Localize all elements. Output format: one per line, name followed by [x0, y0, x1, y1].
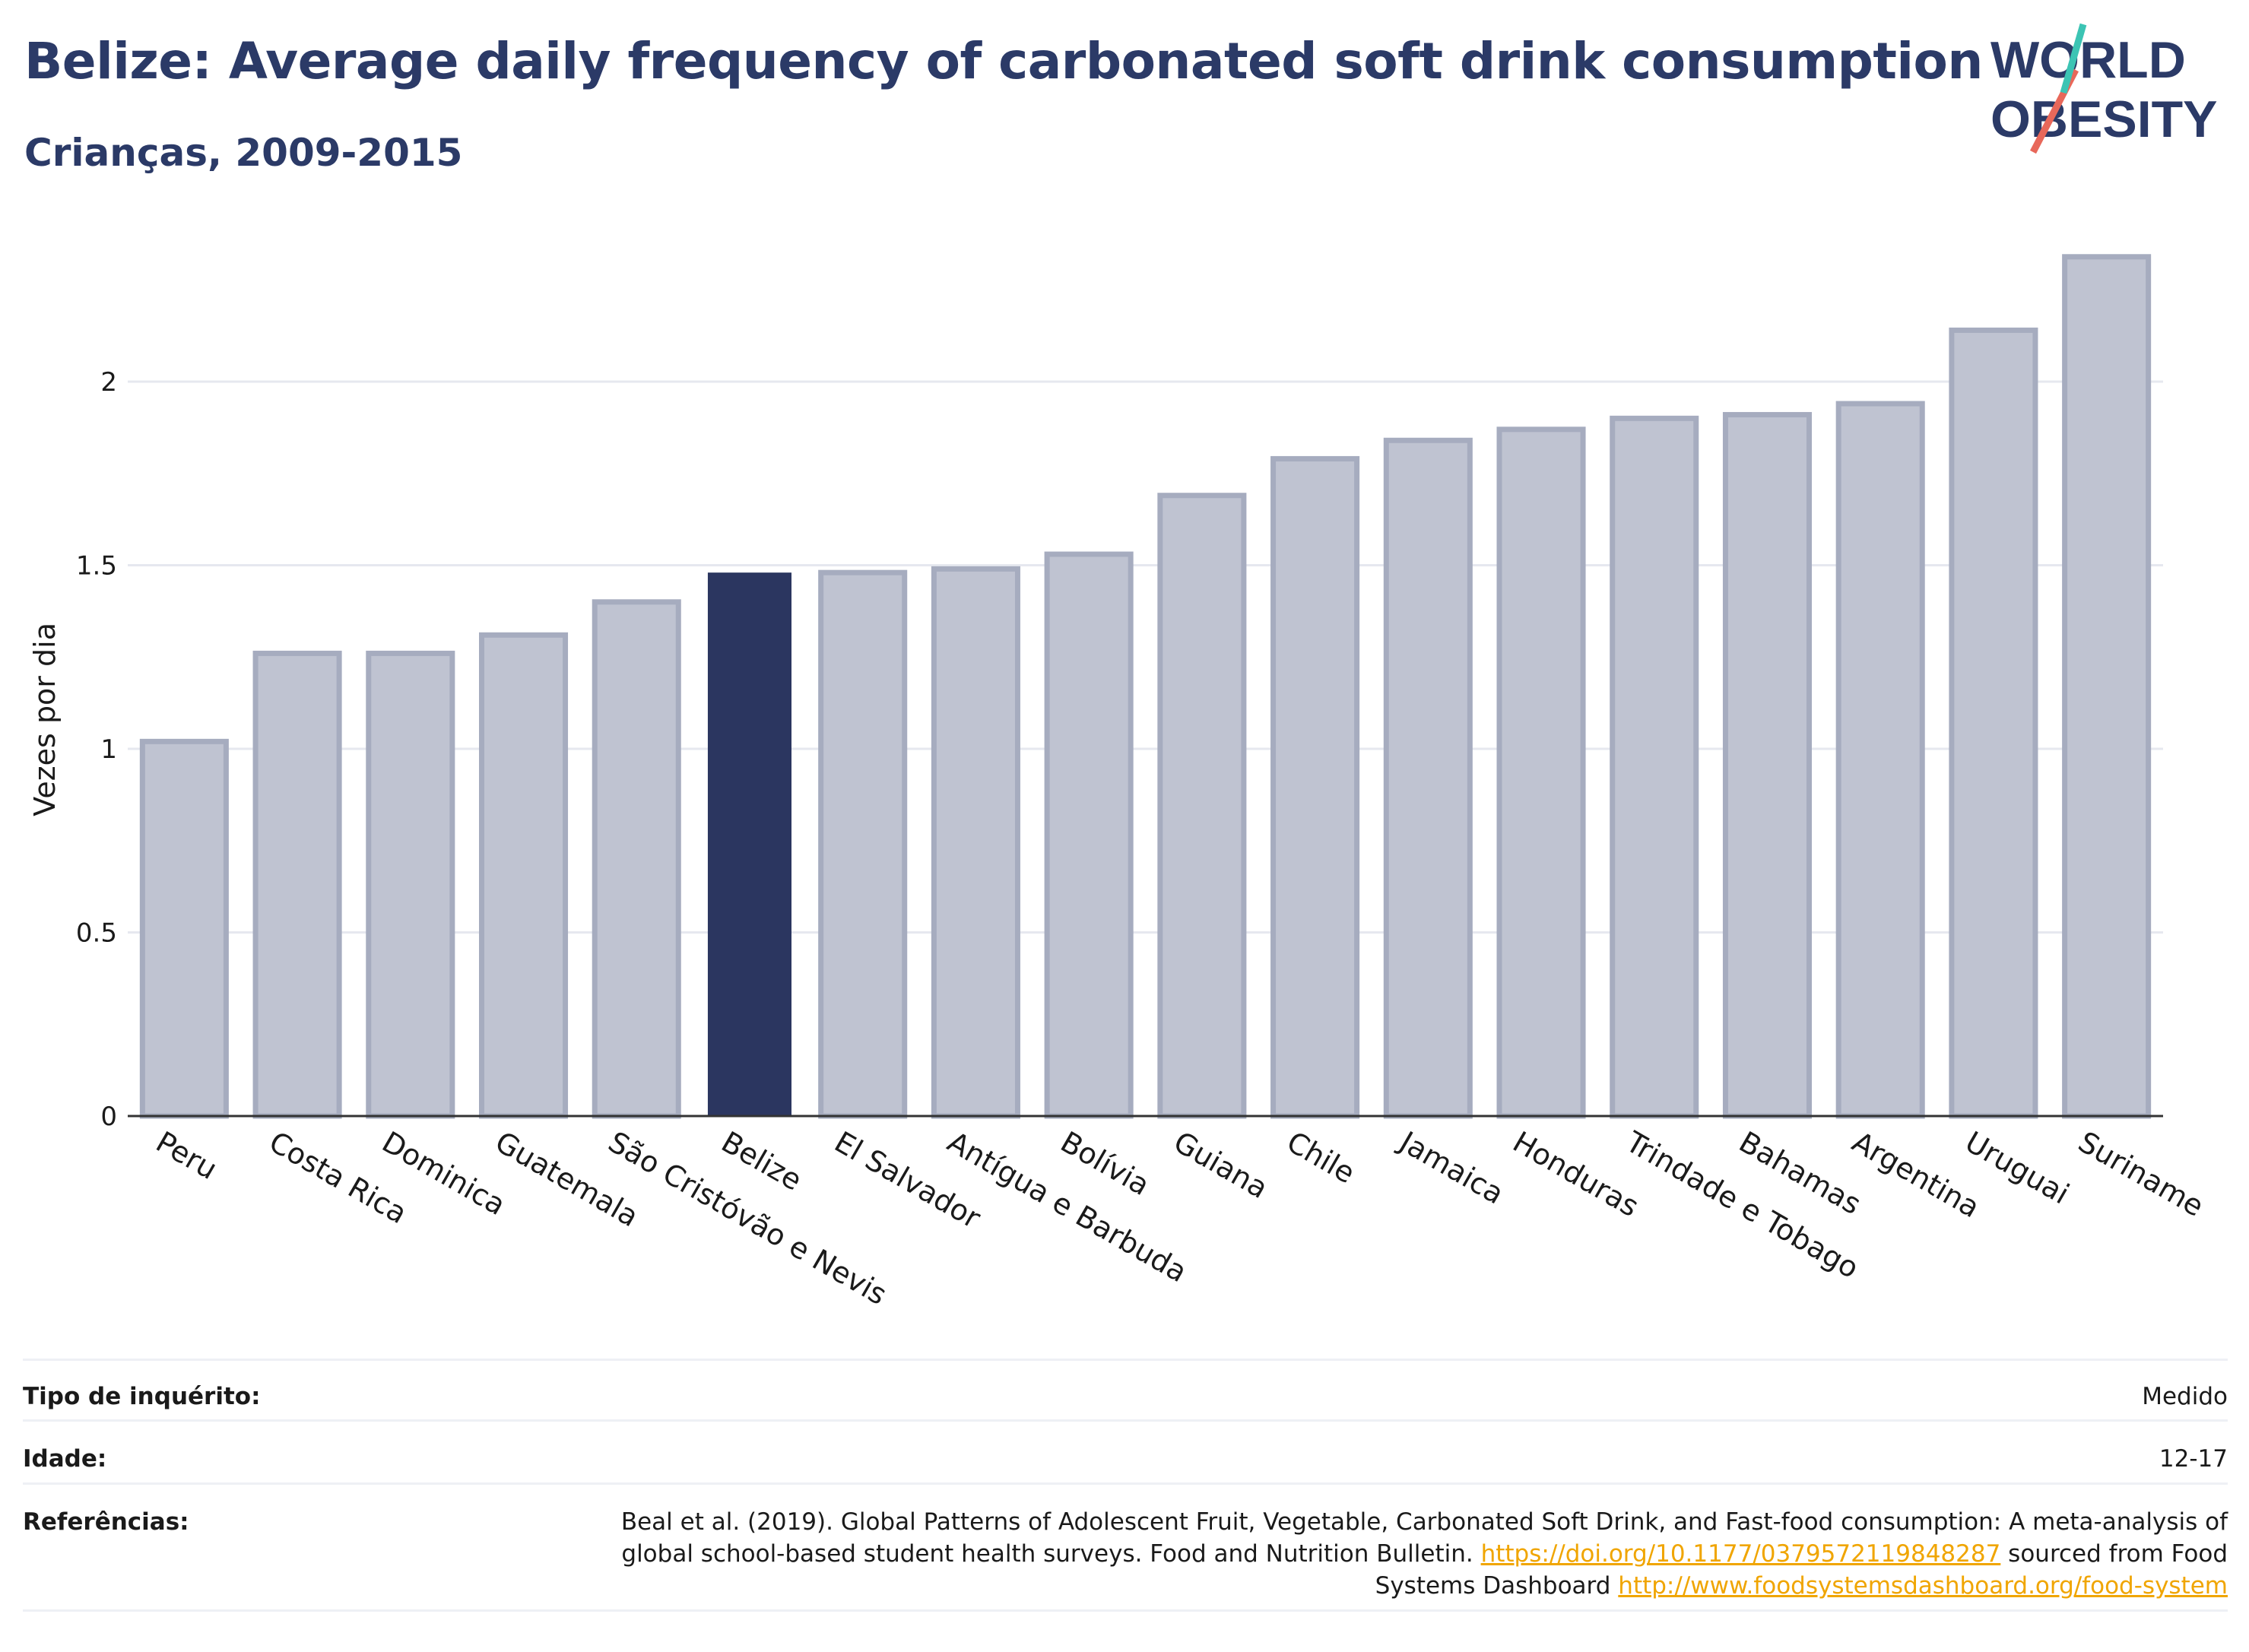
- x-tick-label: Chile: [1281, 1125, 1360, 1191]
- x-tick-label: Peru: [151, 1125, 223, 1186]
- x-tick-label: Suriname: [2073, 1125, 2209, 1223]
- y-tick-label: 1: [100, 734, 117, 765]
- age-label: Idade:: [23, 1445, 107, 1473]
- y-tick-label: 1.5: [76, 551, 117, 582]
- logo-slash-teal: [2060, 23, 2087, 94]
- y-tick-label: 0.5: [76, 918, 117, 949]
- bar: [1044, 551, 1134, 1119]
- dashboard-link[interactable]: http://www.foodsystemsdashboard.org/food…: [1618, 1572, 2228, 1600]
- x-tick-label: Jamaica: [1393, 1124, 1509, 1211]
- info-table: Tipo de inquérito: Medido Idade: 12-17 R…: [23, 1359, 2228, 1612]
- bar: [1157, 493, 1247, 1119]
- bar: [2062, 254, 2152, 1119]
- reference-text-1: Beal et al. (2019). Global Patterns of A…: [620, 1508, 2228, 1568]
- references-row: Referências: Beal et al. (2019). Global …: [23, 1482, 2228, 1612]
- chart-subtitle: Crianças, 2009-2015: [24, 131, 463, 175]
- chart-title: Belize: Average daily frequency of carbo…: [24, 32, 1983, 90]
- y-tick-label: 2: [100, 367, 117, 398]
- x-tick-label: Argentina: [1847, 1125, 1986, 1225]
- bar: [366, 650, 455, 1119]
- age-row: Idade: 12-17: [23, 1419, 2228, 1482]
- bar-highlighted: [707, 572, 791, 1116]
- bar: [252, 650, 342, 1119]
- bar: [1949, 327, 2038, 1119]
- world-obesity-logo: WORLD OBESITY: [1990, 23, 2218, 154]
- bar: [1610, 415, 1699, 1119]
- bar: [1383, 437, 1473, 1119]
- survey-type-row: Tipo de inquérito: Medido: [23, 1359, 2228, 1419]
- age-value: 12-17: [2159, 1445, 2228, 1473]
- bar: [479, 632, 569, 1119]
- bar: [1496, 426, 1586, 1119]
- bar: [931, 566, 1020, 1119]
- bar: [592, 599, 681, 1119]
- x-tick-label: Honduras: [1508, 1125, 1645, 1224]
- y-axis-title: Vezes por dia: [28, 623, 62, 816]
- bar: [1270, 455, 1360, 1119]
- references-label: Referências:: [23, 1508, 189, 1536]
- references-value: Beal et al. (2019). Global Patterns of A…: [555, 1506, 2228, 1602]
- survey-type-value: Medido: [2142, 1383, 2228, 1410]
- logo-line2: OBESITY: [1990, 90, 2218, 148]
- y-tick-label: 0: [100, 1102, 117, 1132]
- survey-type-label: Tipo de inquérito:: [23, 1383, 261, 1410]
- bar: [1722, 411, 1812, 1119]
- x-tick-label: Guiana: [1168, 1125, 1274, 1205]
- reference-text-2: sourced from Food Systems Dashboard: [1375, 1540, 2228, 1600]
- bar: [1835, 401, 1925, 1119]
- logo-line1: WORLD: [1990, 31, 2186, 89]
- doi-link[interactable]: https://doi.org/10.1177/0379572119848287: [1480, 1540, 2001, 1568]
- bar: [139, 738, 229, 1119]
- bar: [818, 569, 908, 1119]
- x-tick-label: Belize: [715, 1125, 807, 1197]
